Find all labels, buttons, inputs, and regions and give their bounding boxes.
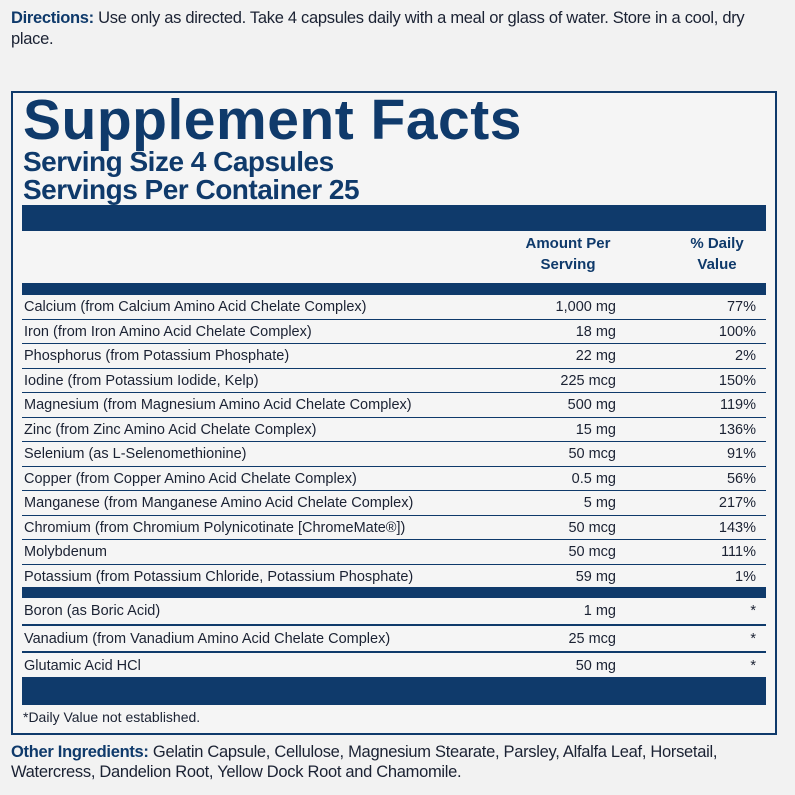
nutrient-name: Copper (from Copper Amino Acid Chelate C… [24, 470, 357, 487]
nutrient-name: Iron (from Iron Amino Acid Chelate Compl… [24, 323, 312, 340]
nutrient-name: Zinc (from Zinc Amino Acid Chelate Compl… [24, 421, 317, 438]
daily-value: 56% [726, 470, 756, 487]
servings-per-container: Servings Per Container 25 [23, 174, 360, 205]
table-row: Chromium (from Chromium Polynicotinate [… [22, 516, 766, 540]
nutrient-name: Phosphorus (from Potassium Phosphate) [24, 348, 290, 364]
table-row: Iron (from Iron Amino Acid Chelate Compl… [22, 320, 766, 344]
table-row: Calcium (from Calcium Amino Acid Chelate… [22, 295, 766, 320]
serving-size: Serving Size 4 Capsules [23, 146, 334, 177]
amount-per-serving: 50 mg [575, 658, 616, 674]
nutrient-table: Calcium (from Calcium Amino Acid Chelate… [22, 295, 766, 588]
dv-column-header: % Daily Value [690, 235, 744, 273]
supplement-facts-panel: Supplement Facts Serving Size 4 Capsules… [11, 91, 777, 735]
amount-column-header: Amount Per Serving [525, 235, 611, 273]
other-ingredients-body: Gelatin Capsule, Cellulose, Magnesium St… [11, 743, 718, 781]
nutrient-name: Selenium (as L-Selenomethionine) [24, 446, 247, 462]
nutrient-name: Calcium (from Calcium Amino Acid Chelate… [24, 299, 367, 315]
table-row: Manganese (from Manganese Amino Acid Che… [22, 491, 766, 516]
nutrient-name: Boron (as Boric Acid) [24, 603, 161, 619]
nutrient-name: Glutamic Acid HCl [24, 658, 141, 674]
bottom-divider [22, 677, 766, 705]
amount-per-serving: 59 mg [575, 568, 616, 585]
nutrient-name: Magnesium (from Magnesium Amino Acid Che… [24, 397, 412, 413]
amount-per-serving: 18 mg [575, 323, 616, 340]
directions-text: Directions: Use only as directed. Take 4… [11, 8, 786, 50]
amount-per-serving: 500 mg [567, 397, 616, 413]
amount-per-serving: 5 mg [583, 495, 616, 511]
footnote: *Daily Value not established. [23, 709, 201, 725]
other-nutrient-table: Boron (as Boric Acid) 1 mg * Vanadium (from… [22, 598, 766, 679]
nutrient-name: Chromium (from Chromium Polynicotinate [… [24, 519, 406, 536]
daily-value: 136% [718, 421, 756, 438]
amount-per-serving: 25 mcg [568, 630, 616, 647]
amount-per-serving: 1,000 mg [555, 299, 616, 315]
daily-value: 111% [721, 544, 756, 560]
amount-per-serving: 50 mcg [568, 446, 616, 462]
facts-title: Supplement Facts [23, 88, 522, 152]
table-row: Glutamic Acid HCl 50 mg * [22, 653, 766, 679]
table-row: Magnesium (from Magnesium Amino Acid Che… [22, 393, 766, 418]
table-row: Iodine (from Potassium Iodide, Kelp) 225 … [22, 369, 766, 393]
table-row: Phosphorus (from Potassium Phosphate) 22 … [22, 344, 766, 369]
nutrient-name: Iodine (from Potassium Iodide, Kelp) [24, 372, 259, 389]
amount-per-serving: 50 mcg [568, 544, 616, 560]
daily-value: 77% [726, 299, 756, 315]
amount-per-serving: 15 mg [575, 421, 616, 438]
other-ingredients: Other Ingredients: Gelatin Capsule, Cell… [11, 742, 791, 782]
directions-label: Directions: [11, 9, 94, 27]
nutrient-name: Molybdenum [24, 544, 108, 560]
daily-value: 143% [718, 519, 756, 536]
amount-per-serving: 50 mcg [568, 519, 616, 536]
other-ingredients-label: Other Ingredients: [11, 743, 149, 761]
table-row: Molybdenum 50 mcg 111% [22, 540, 766, 565]
table-row: Copper (from Copper Amino Acid Chelate C… [22, 467, 766, 491]
daily-value: 2% [735, 348, 756, 364]
table-row: Zinc (from Zinc Amino Acid Chelate Compl… [22, 418, 766, 442]
amount-per-serving: 225 mcg [560, 372, 616, 389]
header-divider [22, 283, 766, 295]
table-row: Vanadium (from Vanadium Amino Acid Chela… [22, 626, 766, 653]
daily-value: 100% [718, 323, 756, 340]
daily-value: 119% [719, 397, 756, 413]
table-row: Potassium (from Potassium Chloride, Pota… [22, 565, 766, 589]
daily-value: * [750, 603, 756, 619]
nutrient-name: Manganese (from Manganese Amino Acid Che… [24, 495, 414, 511]
nutrient-name: Vanadium (from Vanadium Amino Acid Chela… [24, 630, 391, 647]
nutrient-name: Potassium (from Potassium Chloride, Pota… [24, 568, 414, 585]
daily-value: 217% [718, 495, 756, 511]
table-row: Boron (as Boric Acid) 1 mg * [22, 598, 766, 626]
amount-per-serving: 1 mg [583, 603, 616, 619]
thick-divider [22, 205, 766, 231]
daily-value: * [750, 658, 756, 674]
daily-value: 150% [718, 372, 756, 389]
amount-per-serving: 0.5 mg [571, 470, 616, 487]
daily-value: * [750, 630, 756, 647]
section-divider [22, 587, 766, 598]
daily-value: 91% [726, 446, 756, 462]
table-row: Selenium (as L-Selenomethionine) 50 mcg 91… [22, 442, 766, 467]
amount-per-serving: 22 mg [575, 348, 616, 364]
directions-body: Use only as directed. Take 4 capsules da… [11, 9, 745, 48]
daily-value: 1% [735, 568, 756, 585]
